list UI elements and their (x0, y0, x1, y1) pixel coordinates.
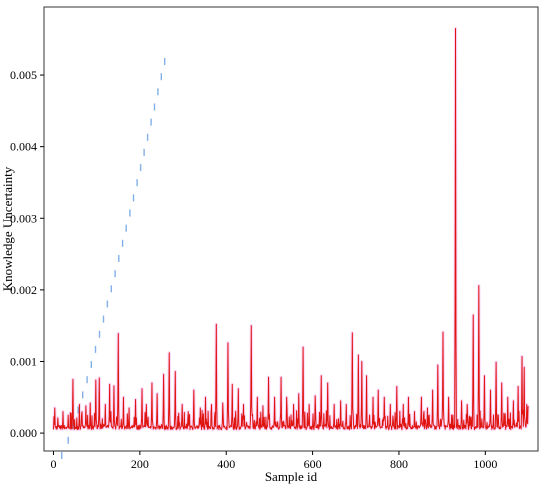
uncertainty-series (53, 27, 529, 431)
x-tick-label: 400 (217, 457, 235, 471)
guide-dot (110, 285, 112, 293)
y-tick-label: 0.000 (10, 426, 37, 440)
guide-dot (82, 391, 84, 399)
y-tick-label: 0.005 (10, 68, 37, 82)
axes: 0 200 400 600 800 1000 0.000 0.001 0.002 0.003 0.0… (10, 6, 539, 471)
guide-dot (160, 73, 162, 81)
guide-dot (90, 361, 92, 369)
guide-dot (129, 209, 131, 217)
guide-dot (153, 103, 156, 111)
blue-guide-dots (61, 58, 166, 459)
guide-dot (67, 436, 69, 444)
x-tick-label: 800 (390, 457, 408, 471)
guide-dot (61, 452, 63, 459)
guide-dot (94, 345, 97, 353)
guide-dot (136, 179, 138, 187)
guide-dot (150, 118, 152, 126)
guide-dot (125, 224, 127, 232)
guide-dot (98, 330, 101, 338)
guide-dot (164, 58, 166, 65)
y-tick-label: 0.004 (10, 140, 37, 154)
x-tick-label: 1000 (473, 457, 497, 471)
guide-dot (102, 315, 105, 323)
y-axis-title: Knowledge Uncertainty (0, 166, 15, 291)
guide-dot (157, 88, 159, 96)
series-halo (51, 26, 530, 432)
guide-dot (132, 194, 135, 202)
guide-dot (77, 406, 79, 414)
y-tick-label: 0.001 (10, 354, 37, 368)
x-tick-label: 0 (51, 457, 57, 471)
y-tick-label: 0.003 (10, 211, 37, 225)
guide-dot (118, 255, 120, 262)
guide-dot (86, 376, 88, 384)
magenta-halo (51, 26, 530, 432)
x-tick-label: 200 (131, 457, 149, 471)
guide-dot (146, 133, 149, 141)
guide-dot (114, 270, 116, 278)
y-tick-label: 0.002 (10, 283, 37, 297)
guide-dot (139, 164, 142, 172)
uncertainty-line (53, 27, 529, 431)
x-axis-title: Sample id (265, 469, 318, 484)
plot-frame (43, 6, 539, 452)
x-tick-label: 600 (304, 457, 322, 471)
guide-dot (143, 148, 145, 156)
guide-dot (121, 239, 124, 247)
guide-dot (106, 300, 109, 308)
